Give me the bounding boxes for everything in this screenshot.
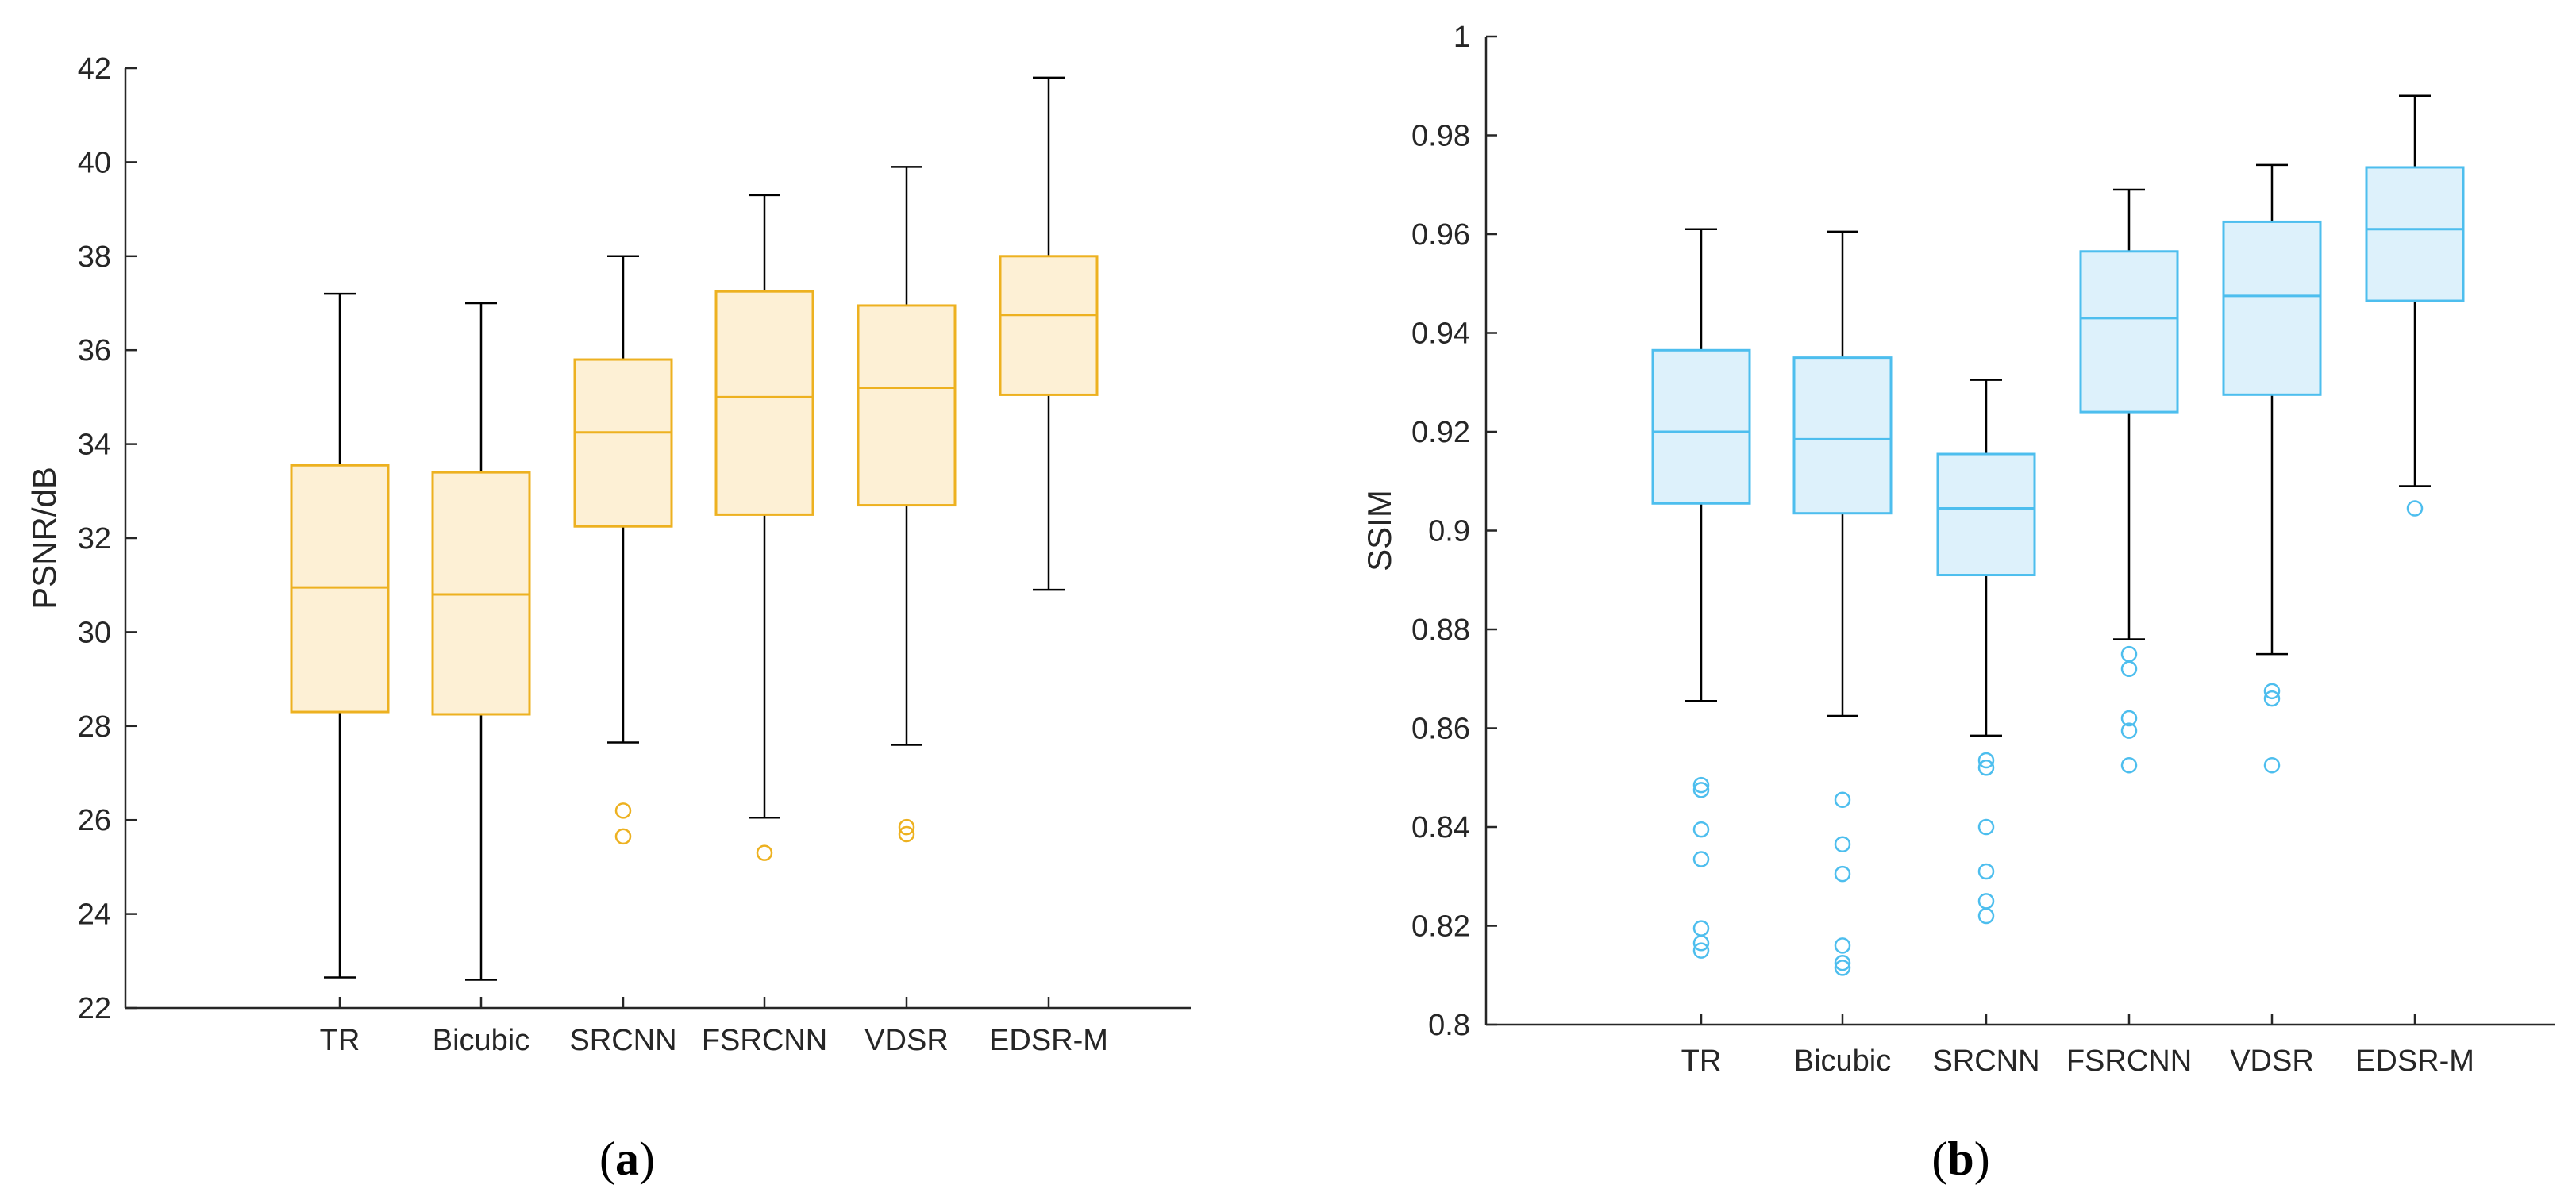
psnr-box-bicubic [431, 302, 531, 981]
ssim-box-tr [1651, 228, 1751, 959]
outlier-point [2120, 722, 2138, 739]
ssim-box-edsr-m [2365, 94, 2465, 517]
ssim-y-tick-label: 0.94 [1411, 317, 1470, 351]
panel-label-b: (b) [1931, 1133, 1989, 1185]
outlier-point [1692, 851, 1710, 867]
ssim-x-tick-label: Bicubic [1794, 1044, 1892, 1078]
outlier-point [1834, 954, 1851, 971]
outlier-point [1834, 791, 1851, 809]
psnr-x-tick-label: EDSR-M [989, 1024, 1108, 1057]
iqr-box [1651, 348, 1751, 505]
ssim-y-tick-label: 1 [1454, 21, 1470, 54]
ssim-y-tick-label: 0.9 [1428, 515, 1470, 548]
outlier-point [2263, 683, 2281, 700]
outlier-point [898, 825, 915, 843]
psnr-y-tick-label: 34 [78, 429, 111, 462]
ssim-box-fsrcnn [2079, 188, 2179, 774]
outlier-point [1977, 893, 1995, 910]
psnr-y-tick-label: 36 [78, 334, 111, 367]
outlier-point [1977, 863, 1995, 880]
outlier-point [1692, 920, 1710, 937]
psnr-y-tick-label: 32 [78, 522, 111, 556]
outlier-point [1834, 836, 1851, 853]
psnr-box-edsr-m [999, 76, 1099, 591]
iqr-box [2079, 250, 2179, 414]
iqr-box [1792, 356, 1893, 515]
ssim-y-tick-label: 0.8 [1428, 1009, 1470, 1042]
ssim-y-tick-label: 0.96 [1411, 218, 1470, 252]
panel-a-psnr-boxplot: 22 24 26 28 30 32 34 36 38 40 42 PSNR/dB TR Bicubic SR… [25, 52, 1191, 1057]
ssim-y-tick-label: 0.98 [1411, 120, 1470, 153]
psnr-y-tick-label: 24 [78, 898, 111, 932]
iqr-box [857, 304, 957, 507]
psnr-box-fsrcnn [714, 194, 814, 861]
ssim-y-tick-label: 0.92 [1411, 416, 1470, 449]
psnr-box-vdsr [857, 166, 957, 843]
psnr-y-tick-label: 22 [78, 992, 111, 1025]
psnr-y-tick-label: 26 [78, 804, 111, 837]
iqr-box [1936, 452, 2036, 577]
ssim-x-tick-label: FSRCNN [2066, 1044, 2192, 1078]
psnr-y-tick-label: 42 [78, 52, 111, 86]
ssim-y-axis-title: SSIM [1361, 490, 1398, 571]
outlier-point [1692, 782, 1710, 798]
ssim-y-tick-label: 0.88 [1411, 614, 1470, 647]
panel-label-a: (a) [599, 1133, 655, 1185]
iqr-box [573, 358, 673, 528]
outlier-point [614, 802, 632, 819]
outlier-point [2406, 500, 2424, 517]
outlier-point [756, 844, 773, 861]
psnr-y-tick-label: 28 [78, 710, 111, 744]
ssim-x-tick-label: EDSR-M [2355, 1044, 2474, 1078]
ssim-x-tick-label: SRCNN [1932, 1044, 2039, 1078]
iqr-box [999, 255, 1099, 396]
ssim-box-bicubic [1792, 230, 1893, 976]
outlier-point [1977, 752, 1995, 769]
outlier-point [2120, 660, 2138, 678]
ssim-x-tick-label: VDSR [2230, 1044, 2314, 1078]
psnr-y-tick-label: 40 [78, 146, 111, 179]
outlier-point [1834, 960, 1851, 976]
outlier-point [1977, 818, 1995, 836]
ssim-x-tick-label: TR [1681, 1044, 1722, 1078]
outlier-point [2120, 756, 2138, 774]
outlier-point [1692, 942, 1710, 959]
outlier-point [614, 828, 632, 845]
iqr-box [714, 290, 814, 516]
outlier-point [2263, 756, 2281, 774]
psnr-y-tick-label: 30 [78, 616, 111, 649]
ssim-y-tick-label: 0.84 [1411, 811, 1470, 844]
outlier-point [2263, 690, 2281, 707]
psnr-box-srcnn [573, 255, 673, 845]
psnr-box-tr [290, 292, 390, 979]
psnr-x-tick-label: FSRCNN [702, 1024, 827, 1057]
psnr-y-axis-title: PSNR/dB [25, 467, 63, 610]
psnr-x-tick-label: SRCNN [569, 1024, 676, 1057]
psnr-x-tick-label: TR [320, 1024, 360, 1057]
ssim-y-tick-label: 0.82 [1411, 910, 1470, 944]
outlier-point [1834, 865, 1851, 883]
outlier-point [1834, 937, 1851, 954]
outlier-point [1692, 821, 1710, 838]
psnr-x-tick-label: Bicubic [433, 1024, 530, 1057]
outlier-point [1692, 776, 1710, 794]
ssim-box-srcnn [1936, 379, 2036, 925]
outlier-point [2120, 710, 2138, 727]
iqr-box [2365, 166, 2465, 302]
panel-b-ssim-boxplot: 0.8 0.82 0.84 0.86 0.88 0.9 0.92 0.94 0.96 0.98 1 S… [1361, 21, 2555, 1078]
ssim-y-tick-label: 0.86 [1411, 713, 1470, 746]
psnr-x-tick-label: VDSR [864, 1024, 949, 1057]
outlier-point [1977, 907, 1995, 925]
outlier-point [2120, 645, 2138, 663]
ssim-box-vdsr [2222, 163, 2322, 774]
outlier-point [898, 818, 915, 836]
psnr-y-tick-label: 38 [78, 240, 111, 274]
outlier-point [1977, 760, 1995, 776]
iqr-box [2222, 220, 2322, 396]
outlier-point [1692, 935, 1710, 952]
